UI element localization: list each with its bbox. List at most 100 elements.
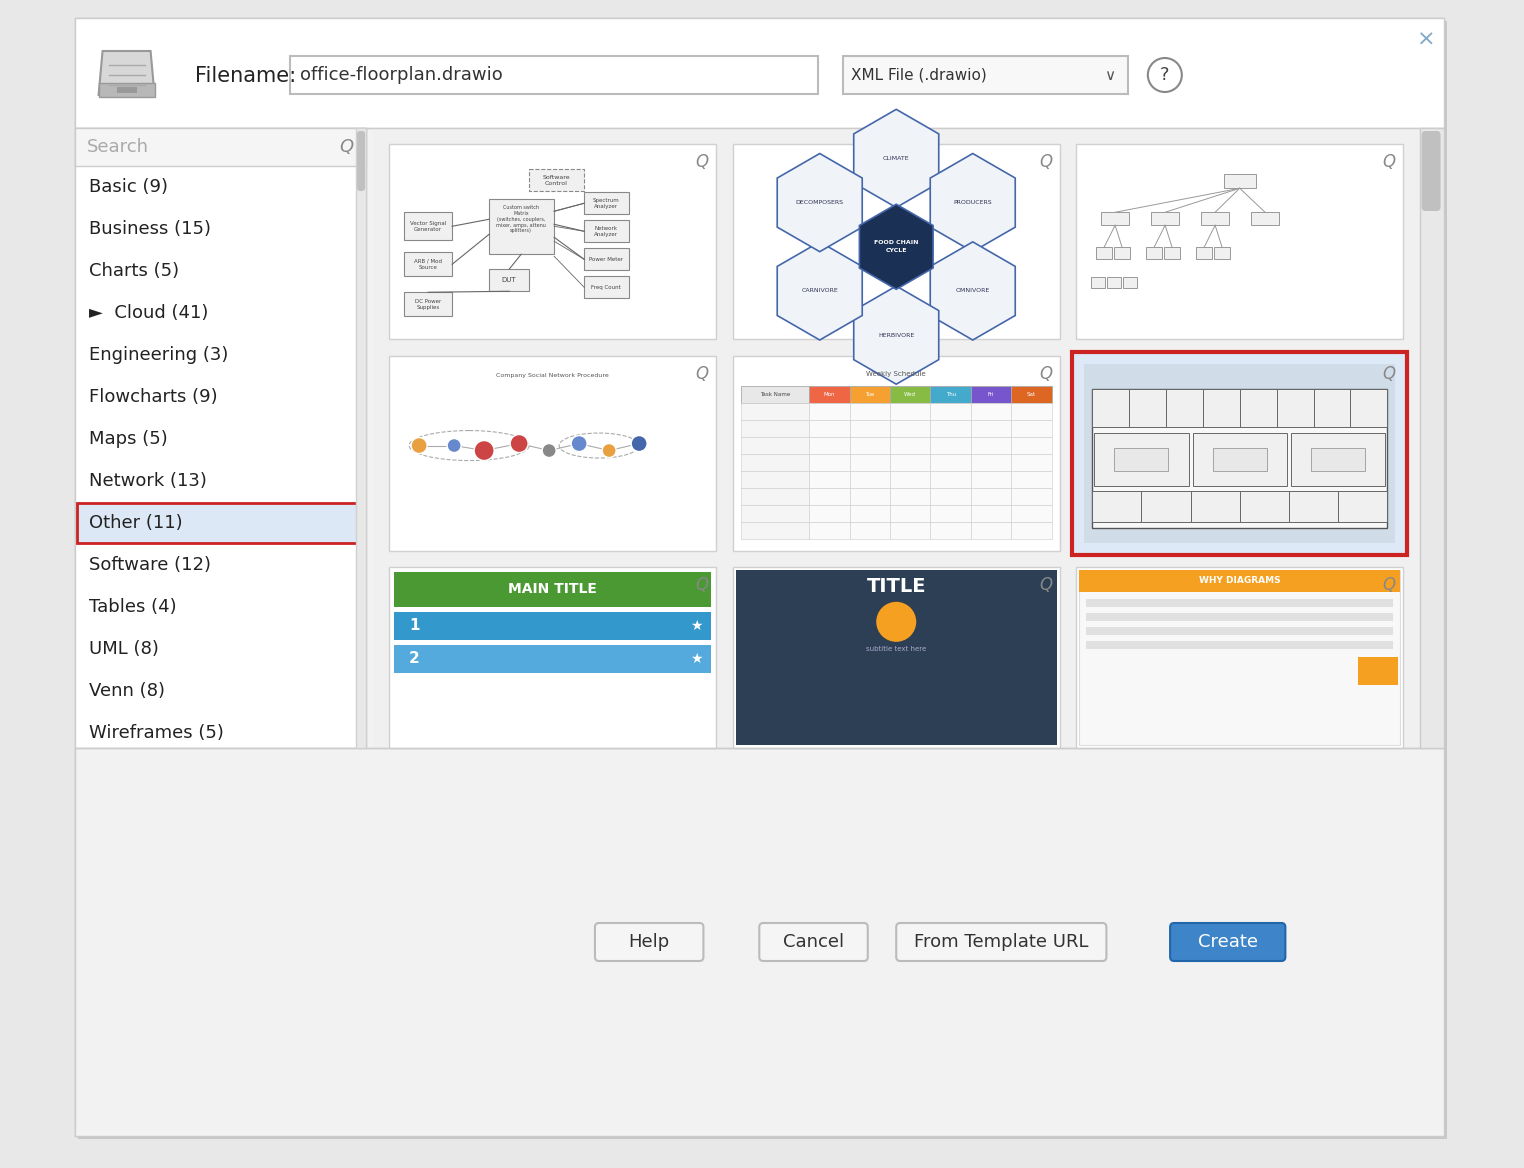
Bar — [76, 503, 364, 543]
Text: subtitle text here: subtitle text here — [866, 646, 927, 652]
Text: DECOMPOSERS: DECOMPOSERS — [796, 200, 844, 206]
Bar — [404, 292, 453, 317]
Text: Q: Q — [1039, 364, 1053, 383]
Text: Wireframes (5): Wireframes (5) — [88, 724, 224, 742]
Bar — [931, 437, 971, 453]
Text: office-floorplan.drawio: office-floorplan.drawio — [300, 67, 503, 84]
FancyBboxPatch shape — [357, 131, 366, 192]
Bar — [1164, 248, 1180, 259]
Bar — [1202, 389, 1239, 427]
Bar — [1096, 248, 1113, 259]
Text: Wed: Wed — [904, 391, 916, 397]
Text: Help: Help — [628, 933, 671, 951]
Text: Q: Q — [696, 153, 709, 172]
Text: Vector Signal
Generator: Vector Signal Generator — [410, 221, 447, 231]
Bar — [1358, 656, 1399, 684]
Bar — [395, 612, 712, 640]
Polygon shape — [853, 286, 939, 384]
Bar — [1114, 248, 1131, 259]
Text: Cancel: Cancel — [783, 933, 844, 951]
Text: Spectrum
Analyzer: Spectrum Analyzer — [593, 197, 620, 209]
Bar — [1291, 433, 1385, 486]
Text: Filename:: Filename: — [195, 67, 296, 86]
Text: From Template URL: From Template URL — [914, 933, 1088, 951]
Bar — [741, 522, 809, 538]
Text: CYCLE: CYCLE — [885, 249, 907, 253]
Text: Q: Q — [696, 364, 709, 383]
Bar — [931, 403, 971, 419]
Bar — [584, 249, 629, 270]
Text: Business (15): Business (15) — [88, 220, 210, 238]
Bar — [1093, 389, 1387, 528]
FancyBboxPatch shape — [759, 923, 867, 961]
Bar — [931, 505, 971, 522]
Text: Task Name: Task Name — [760, 391, 789, 397]
Bar — [1419, 128, 1445, 748]
Bar — [736, 570, 1056, 745]
Bar — [733, 355, 1059, 550]
Text: Custom switch
Matrix
(switches, couplers,
mixer, amps, attenu
splitters): Custom switch Matrix (switches, couplers… — [497, 206, 546, 234]
FancyBboxPatch shape — [896, 923, 1106, 961]
Bar — [584, 193, 629, 214]
Bar — [1093, 492, 1141, 522]
Bar — [373, 128, 1419, 748]
Bar — [584, 277, 629, 298]
Bar — [809, 385, 849, 403]
Text: Network
Analyzer: Network Analyzer — [594, 225, 619, 237]
Bar — [1196, 248, 1212, 259]
Polygon shape — [777, 153, 863, 251]
Text: Create: Create — [1198, 933, 1257, 951]
Bar — [971, 385, 1012, 403]
Text: TITLE: TITLE — [867, 577, 927, 597]
Circle shape — [602, 444, 616, 458]
Text: Mon: Mon — [823, 391, 835, 397]
Text: Charts (5): Charts (5) — [88, 262, 178, 280]
Text: Thu: Thu — [945, 391, 956, 397]
Text: Flowcharts (9): Flowcharts (9) — [88, 388, 218, 406]
Bar — [849, 403, 890, 419]
Bar — [1129, 389, 1166, 427]
Bar — [849, 471, 890, 487]
Bar — [1311, 447, 1366, 472]
Text: Other (11): Other (11) — [88, 514, 183, 531]
Bar — [1151, 213, 1180, 225]
Bar — [931, 471, 971, 487]
Text: OMNIVORE: OMNIVORE — [956, 288, 991, 293]
Bar — [1224, 174, 1256, 188]
Text: WHY DIAGRAMS: WHY DIAGRAMS — [1199, 576, 1280, 585]
Bar — [404, 252, 453, 277]
Bar — [1076, 355, 1404, 550]
Bar — [971, 487, 1012, 505]
Bar — [1094, 433, 1189, 486]
Text: Tue: Tue — [866, 391, 875, 397]
Bar — [890, 419, 931, 437]
Bar — [849, 522, 890, 538]
Circle shape — [474, 440, 494, 460]
Bar — [931, 522, 971, 538]
Polygon shape — [777, 242, 863, 340]
Bar — [809, 403, 849, 419]
Bar — [1087, 613, 1393, 621]
Bar — [843, 56, 1128, 93]
Bar — [809, 522, 849, 538]
Bar — [395, 645, 712, 673]
Bar — [1239, 492, 1289, 522]
Bar — [75, 18, 1445, 1136]
Bar — [290, 56, 818, 93]
Bar — [357, 128, 366, 748]
Circle shape — [543, 444, 556, 458]
Bar — [741, 471, 809, 487]
Bar — [741, 419, 809, 437]
Bar — [75, 748, 1445, 1136]
Circle shape — [511, 434, 529, 452]
Bar — [733, 566, 1059, 748]
Bar — [741, 453, 809, 471]
Bar — [1192, 433, 1286, 486]
Bar — [1084, 363, 1396, 543]
Text: Basic (9): Basic (9) — [88, 178, 168, 196]
Polygon shape — [855, 263, 863, 274]
Bar — [1289, 492, 1338, 522]
Circle shape — [631, 436, 648, 452]
Bar — [931, 419, 971, 437]
Bar — [741, 385, 809, 403]
